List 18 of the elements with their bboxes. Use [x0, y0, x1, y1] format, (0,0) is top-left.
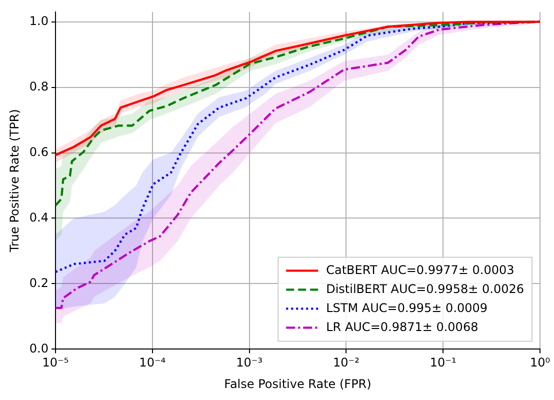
x-tick-label: 10⁻²: [332, 356, 360, 370]
x-tick-label: 10⁻¹: [430, 356, 456, 370]
x-tick-label: 10⁻³: [236, 356, 263, 370]
y-tick-label: 0.8: [29, 79, 48, 94]
x-tick-label: 10⁻⁴: [139, 356, 166, 370]
y-axis-title: True Positive Rate (TPR): [7, 109, 22, 254]
y-tick-label: 0.2: [29, 276, 48, 290]
legend-label: LSTM AUC=0.995± 0.0009: [326, 300, 488, 315]
x-axis-title: False Positive Rate (FPR): [224, 376, 372, 391]
y-tick-label: 1.0: [29, 14, 48, 28]
legend-label: DistilBERT AUC=0.9958± 0.0026: [326, 282, 524, 296]
legend-label: CatBERT AUC=0.9977± 0.0003: [326, 262, 514, 277]
y-tick-label: 0.6: [29, 144, 48, 159]
y-tick-label: 0.4: [29, 210, 48, 224]
y-tick-label: 0.0: [29, 341, 48, 356]
x-tick-label: 10⁰: [530, 356, 550, 370]
x-tick-label: 10⁻⁵: [42, 356, 69, 370]
legend-label: LR AUC=0.9871± 0.0068: [326, 320, 478, 334]
